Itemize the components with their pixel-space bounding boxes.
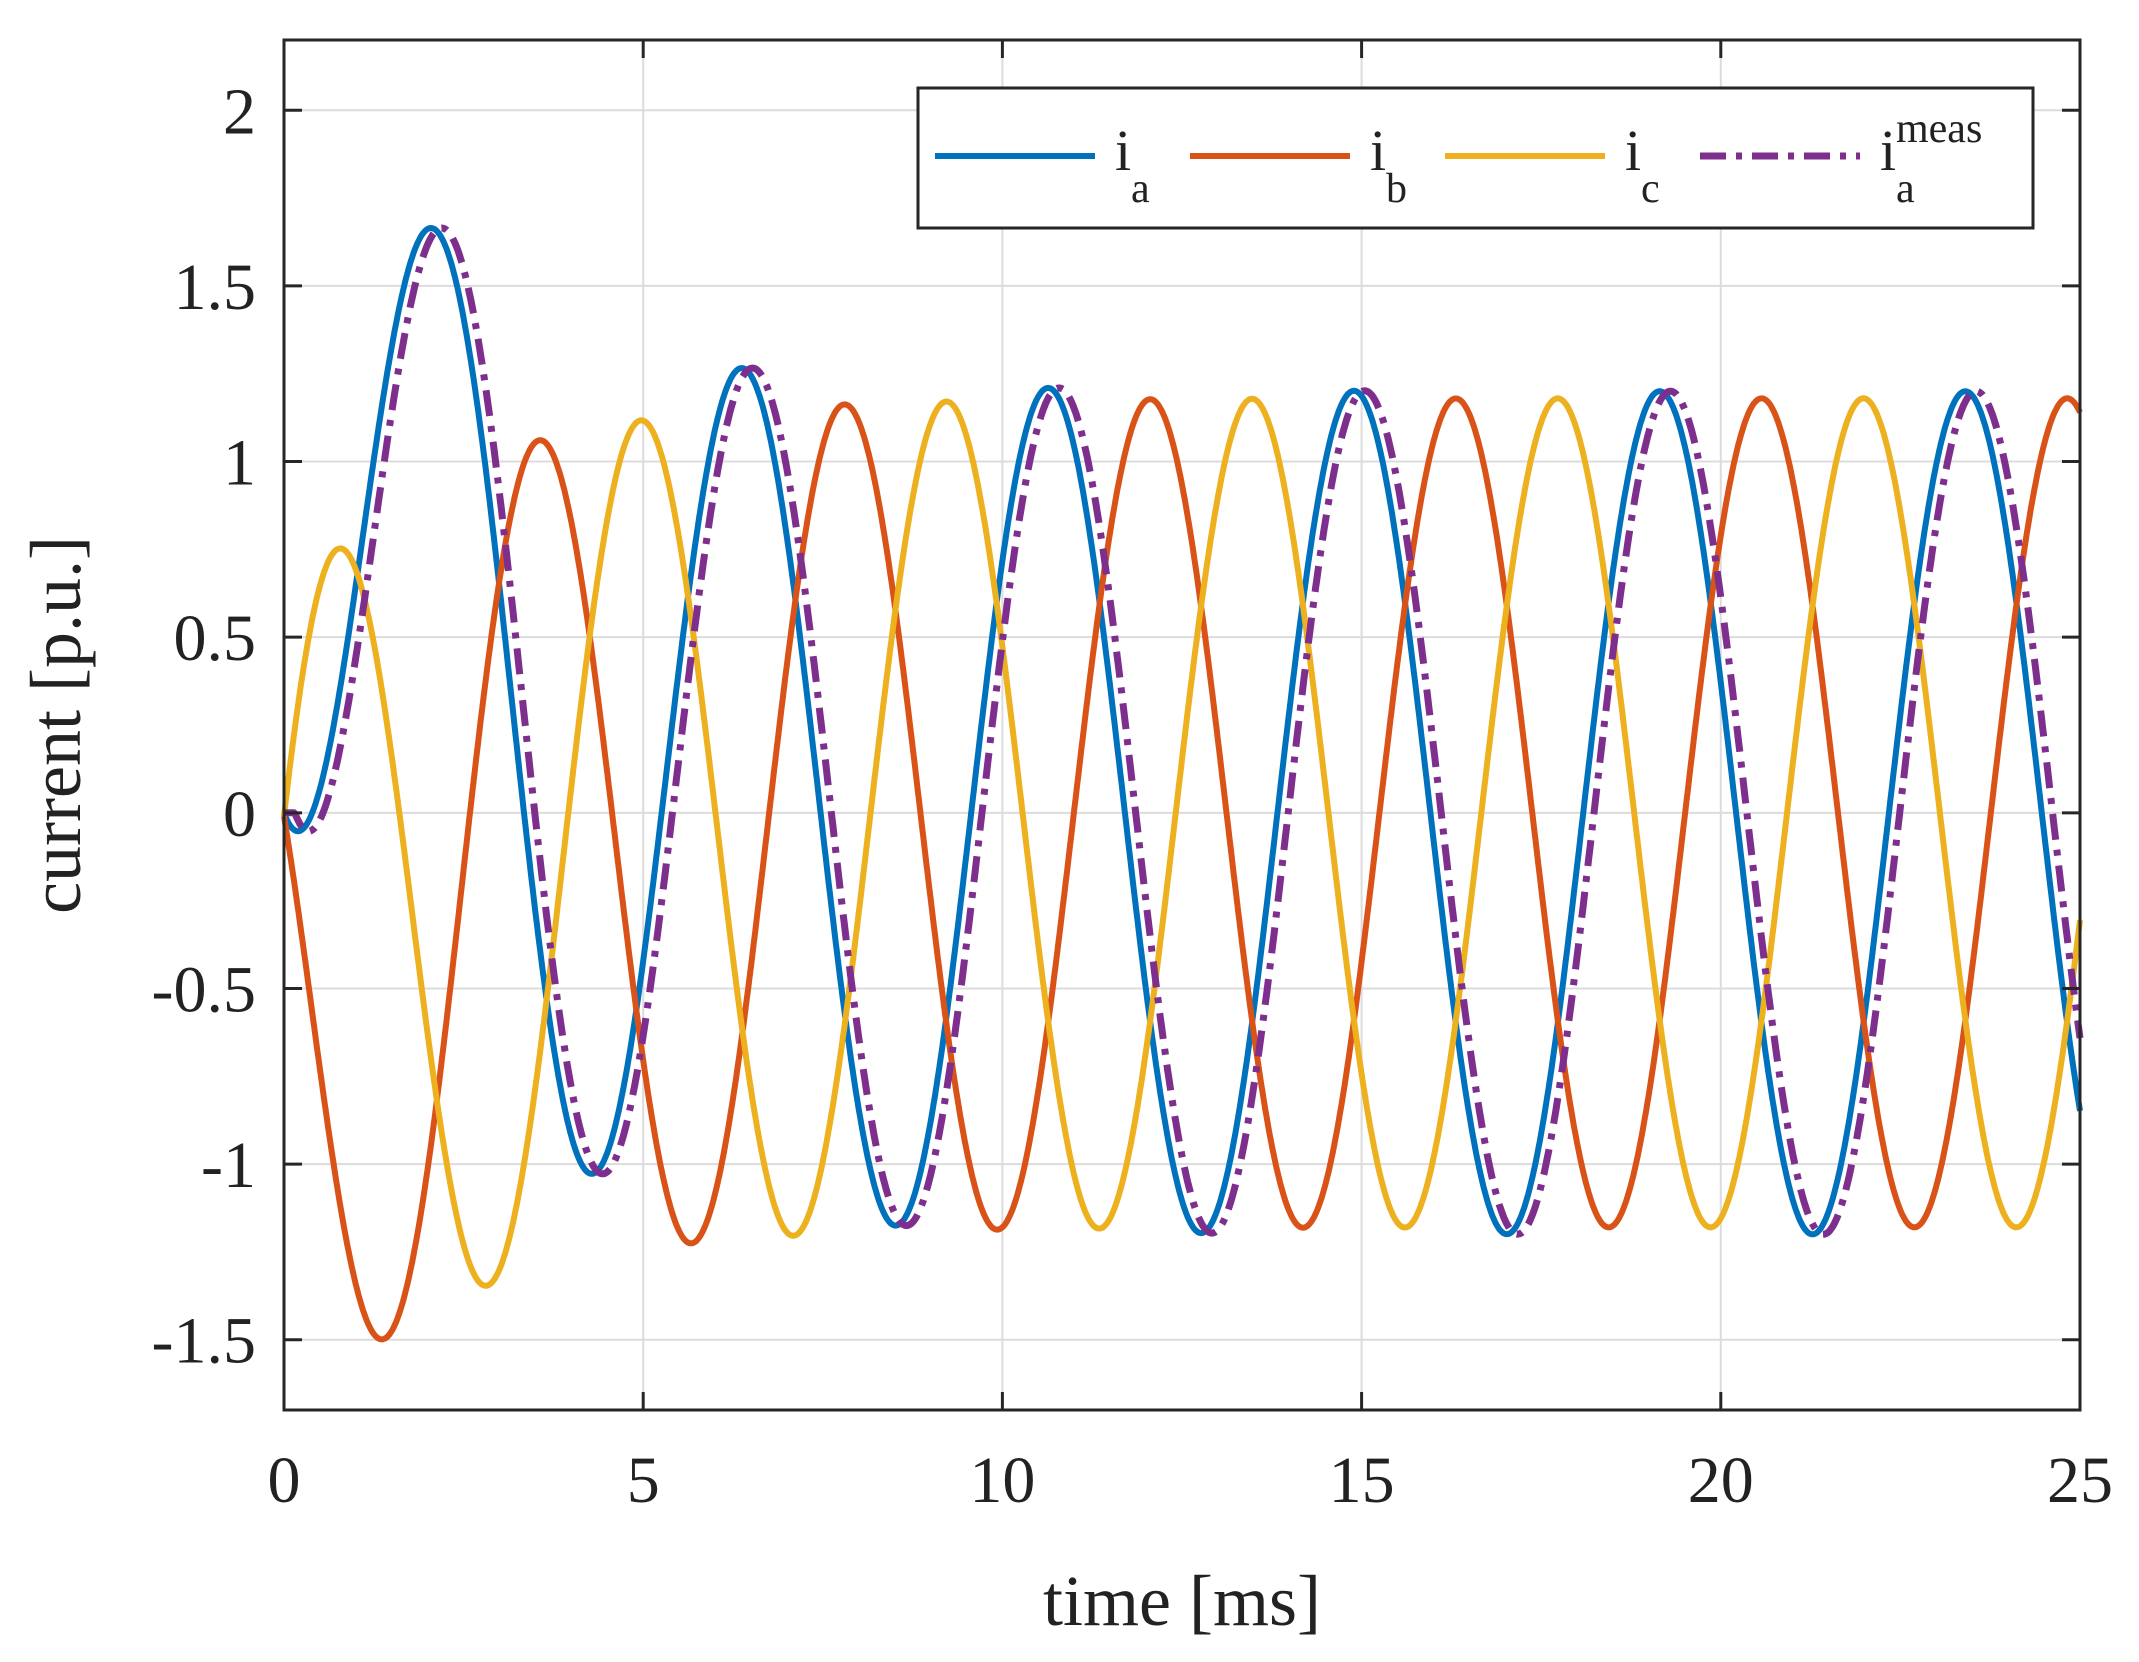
- x-tick-label: 10: [969, 1444, 1035, 1517]
- legend-label-ib: i: [1370, 118, 1386, 183]
- series-line-ia_meas: [281, 224, 2084, 1238]
- y-tick-label: 1: [223, 427, 256, 500]
- x-tick-label: 20: [1688, 1444, 1754, 1517]
- x-tick-label: 0: [268, 1444, 301, 1517]
- series-layer: [281, 224, 2084, 1343]
- legend-superscript-ia_meas: meas: [1896, 106, 1982, 152]
- x-tick-label: 15: [1329, 1444, 1395, 1517]
- tick-labels: 0 5 10 15 20 25 -1.5 -1 -0.5 0 0.5 1 1.5 2: [152, 75, 2113, 1517]
- y-tick-label: 0: [223, 778, 256, 851]
- x-tick-label: 25: [2047, 1444, 2113, 1517]
- y-tick-label: -1.5: [152, 1305, 256, 1378]
- series-line-ic: [281, 395, 2083, 1289]
- plot-frame: [282, 38, 2082, 1412]
- legend-subscript-ia_meas: a: [1896, 166, 1915, 212]
- y-tick-label: 1.5: [174, 251, 257, 324]
- legend-subscript-ia: a: [1131, 166, 1150, 212]
- y-tick-label: -0.5: [152, 953, 256, 1026]
- ticks: [282, 40, 2082, 1410]
- y-tick-label: 0.5: [174, 602, 257, 675]
- y-axis-label: current [p.u.]: [16, 536, 96, 914]
- legend-label-ia_meas: i: [1880, 118, 1896, 183]
- legend-label-ic: i: [1625, 118, 1641, 183]
- x-tick-label: 5: [627, 1444, 660, 1517]
- x-axis-label: time [ms]: [1043, 1561, 1321, 1641]
- series-line-ia: [281, 225, 2083, 1238]
- legend-subscript-ib: b: [1386, 166, 1407, 212]
- y-tick-label: -1: [201, 1129, 256, 1202]
- plot-area-background: [284, 40, 2080, 1410]
- y-tick-label: 2: [223, 75, 256, 148]
- legend-subscript-ic: c: [1641, 166, 1660, 212]
- legend-label-ia: i: [1115, 118, 1131, 183]
- series-line-ib: [281, 395, 2083, 1343]
